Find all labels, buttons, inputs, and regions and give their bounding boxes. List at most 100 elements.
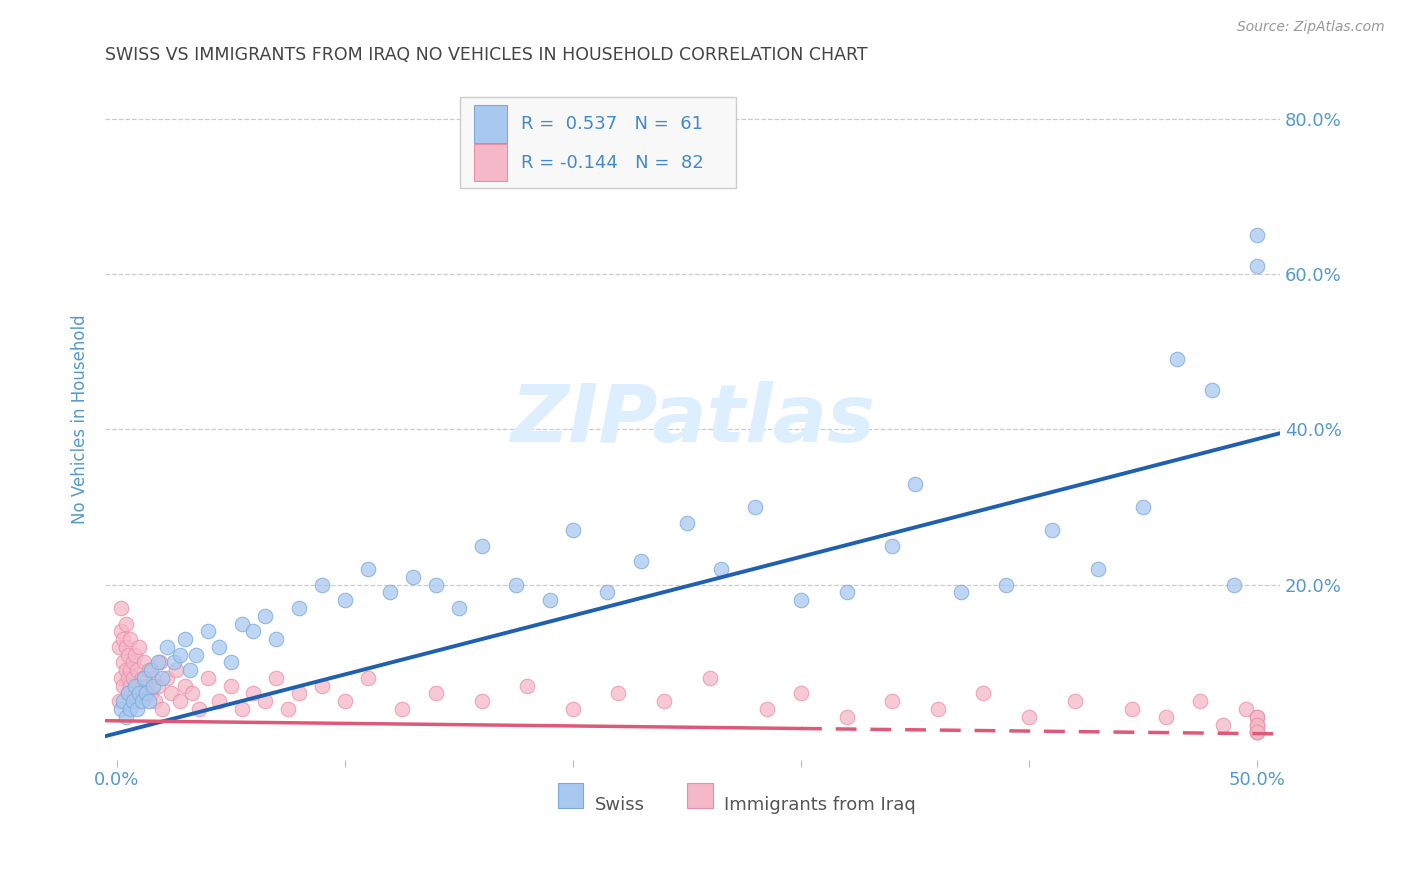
Point	[882, 539, 904, 553]
Point	[231, 702, 253, 716]
Point	[425, 686, 447, 700]
Point	[596, 585, 619, 599]
Point	[121, 694, 143, 708]
Point	[1246, 725, 1268, 739]
Point	[112, 679, 135, 693]
Point	[120, 632, 142, 646]
Point	[835, 585, 858, 599]
Bar	[474, 144, 508, 181]
Point	[1246, 725, 1268, 739]
Point	[149, 656, 172, 670]
Point	[835, 710, 858, 724]
Text: Swiss: Swiss	[595, 796, 645, 814]
Bar	[686, 782, 713, 808]
Point	[142, 671, 165, 685]
Point	[174, 632, 197, 646]
Point	[135, 686, 157, 700]
Point	[187, 702, 209, 716]
Point	[135, 679, 157, 693]
Point	[110, 671, 132, 685]
Point	[538, 593, 561, 607]
Text: SWISS VS IMMIGRANTS FROM IRAQ NO VEHICLES IN HOUSEHOLD CORRELATION CHART: SWISS VS IMMIGRANTS FROM IRAQ NO VEHICLE…	[105, 46, 868, 64]
Point	[219, 656, 242, 670]
Point	[114, 663, 136, 677]
Point	[253, 694, 276, 708]
Point	[114, 710, 136, 724]
Point	[127, 679, 149, 693]
Point	[1087, 562, 1109, 576]
Point	[186, 648, 208, 662]
Point	[425, 578, 447, 592]
Point	[1018, 710, 1040, 724]
Point	[174, 679, 197, 693]
Y-axis label: No Vehicles in Household: No Vehicles in Household	[72, 315, 89, 524]
Point	[139, 663, 162, 677]
Point	[160, 686, 183, 700]
Point	[146, 656, 169, 670]
Point	[607, 686, 630, 700]
Point	[311, 578, 333, 592]
Point	[179, 663, 201, 677]
Point	[128, 640, 150, 654]
Point	[180, 686, 202, 700]
Point	[110, 624, 132, 639]
Point	[124, 679, 146, 693]
Point	[163, 656, 186, 670]
Point	[114, 640, 136, 654]
Point	[1166, 352, 1188, 367]
Point	[949, 585, 972, 599]
Point	[145, 694, 167, 708]
Point	[131, 694, 153, 708]
Point	[288, 601, 311, 615]
Point	[391, 702, 413, 716]
Point	[744, 500, 766, 514]
Point	[1223, 578, 1246, 592]
FancyBboxPatch shape	[460, 96, 737, 188]
Point	[150, 702, 173, 716]
Point	[1063, 694, 1085, 708]
Point	[132, 656, 155, 670]
Point	[1189, 694, 1212, 708]
Point	[630, 554, 652, 568]
Point	[121, 656, 143, 670]
Point	[471, 539, 494, 553]
Point	[266, 632, 288, 646]
Point	[333, 694, 356, 708]
Point	[112, 632, 135, 646]
Point	[127, 663, 149, 677]
Text: Immigrants from Iraq: Immigrants from Iraq	[724, 796, 917, 814]
Point	[1132, 500, 1154, 514]
Point	[710, 562, 733, 576]
Point	[208, 640, 231, 654]
Point	[117, 671, 139, 685]
Point	[138, 663, 160, 677]
Point	[146, 679, 169, 693]
Point	[356, 562, 378, 576]
Point	[471, 694, 494, 708]
Text: Source: ZipAtlas.com: Source: ZipAtlas.com	[1237, 20, 1385, 34]
Bar	[558, 782, 583, 808]
Point	[790, 686, 813, 700]
Point	[112, 694, 135, 708]
Point	[156, 671, 179, 685]
Point	[1246, 725, 1268, 739]
Point	[288, 686, 311, 700]
Point	[156, 640, 179, 654]
Point	[1246, 717, 1268, 731]
Point	[1234, 702, 1257, 716]
Point	[311, 679, 333, 693]
Point	[1154, 710, 1177, 724]
Point	[1246, 228, 1268, 243]
Point	[128, 686, 150, 700]
Point	[516, 679, 538, 693]
Point	[150, 671, 173, 685]
Point	[505, 578, 527, 592]
Point	[402, 570, 425, 584]
Point	[108, 640, 131, 654]
Text: ZIPatlas: ZIPatlas	[510, 381, 875, 458]
Point	[882, 694, 904, 708]
Point	[1040, 524, 1063, 538]
Text: R =  0.537   N =  61: R = 0.537 N = 61	[522, 115, 703, 133]
Point	[165, 663, 187, 677]
Point	[790, 593, 813, 607]
